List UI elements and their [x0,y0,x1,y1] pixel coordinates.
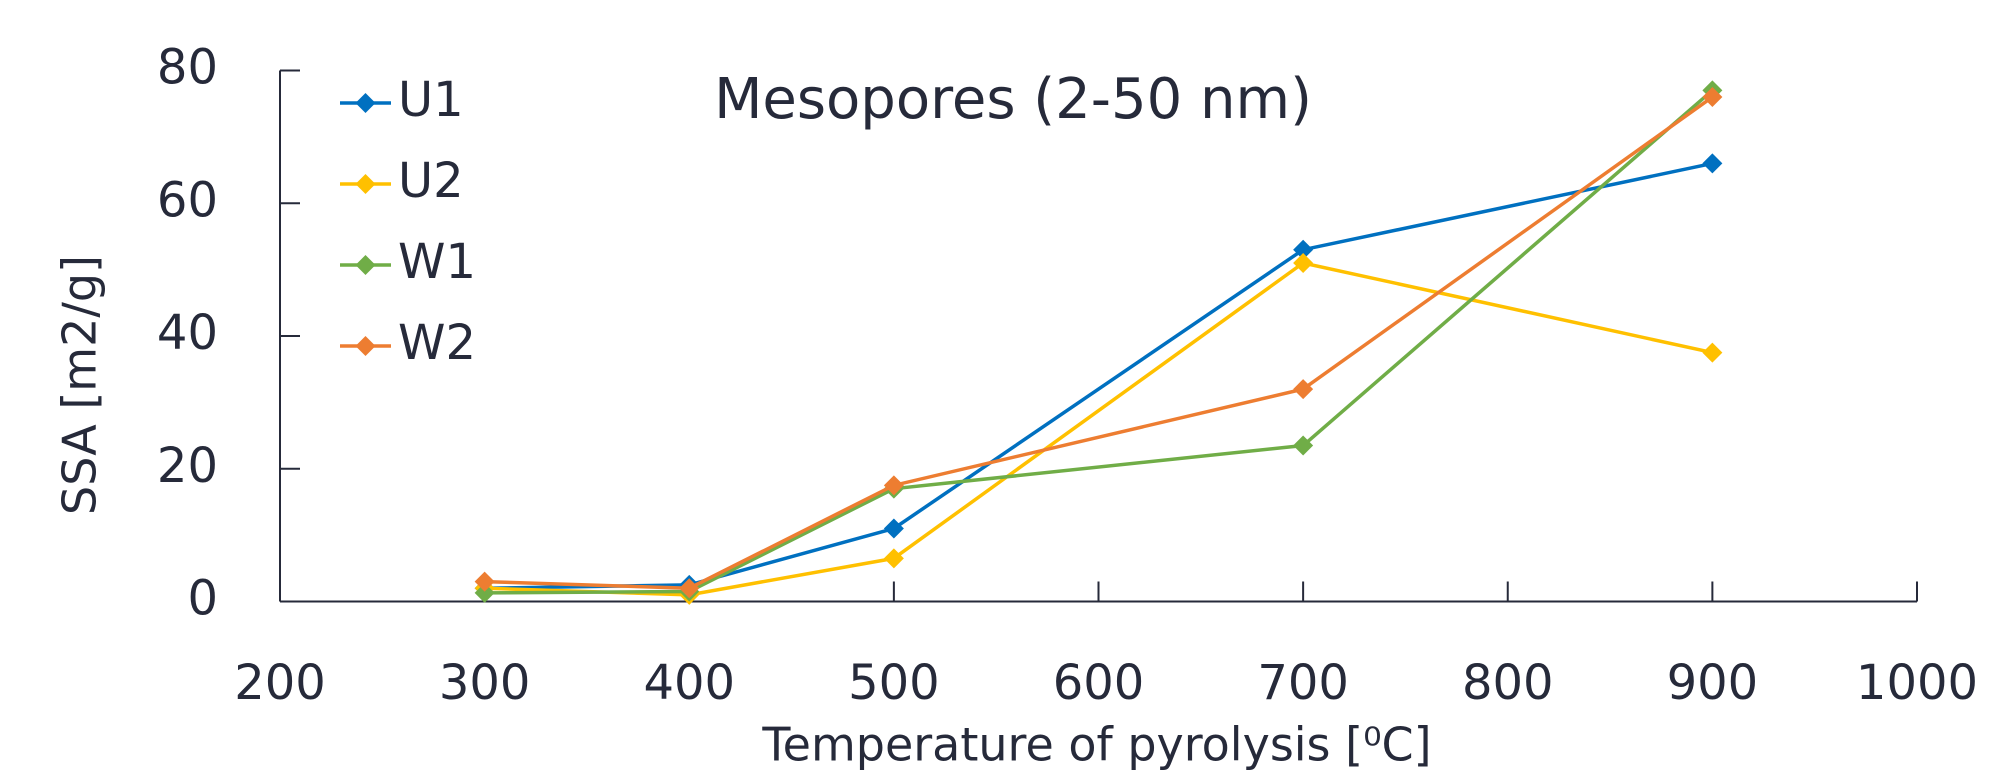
x-axis-label: Temperature of pyrolysis [⁰C] [761,718,1431,772]
x-tick-label: 400 [643,655,735,711]
series-line [484,261,1713,597]
legend-label: U1 [398,72,464,128]
data-point [474,582,495,603]
x-tick-label: 300 [439,655,531,711]
legend-marker [355,255,376,275]
y-tick-label: 80 [157,40,218,96]
series-line [484,89,1714,595]
y-axis-label: SSA [m2/g] [53,255,107,515]
x-tick-label: 600 [1053,655,1145,711]
data-point [1293,239,1314,260]
x-tick-label: 900 [1667,655,1759,711]
series-line [484,95,1714,590]
x-tick-label: 800 [1462,655,1554,711]
data-point [1702,153,1723,174]
data-point [679,578,700,599]
data-point [474,571,495,592]
chart-title: Mesopores (2-50 nm) [714,67,1312,132]
y-tick-label: 60 [157,172,218,228]
y-tick-label: 40 [157,305,218,361]
data-point [1293,252,1314,273]
data-point [1702,87,1723,108]
legend-marker [355,93,376,113]
legend-label: W2 [398,315,476,371]
legend-marker [355,174,376,194]
data-point [1293,435,1314,456]
data-point [1702,342,1723,363]
data-point [883,518,904,539]
x-tick-label: 1000 [1856,655,1978,711]
data-point [883,475,904,496]
legend-marker [355,336,376,356]
x-tick-label: 700 [1257,655,1349,711]
legend-label: U2 [398,153,464,209]
data-point [1293,379,1314,400]
x-tick-label: 500 [848,655,940,711]
y-tick-label: 0 [187,571,218,627]
data-point [883,548,904,569]
legend-label: W1 [398,234,476,290]
y-tick-label: 20 [157,438,218,494]
x-tick-label: 200 [234,655,326,711]
